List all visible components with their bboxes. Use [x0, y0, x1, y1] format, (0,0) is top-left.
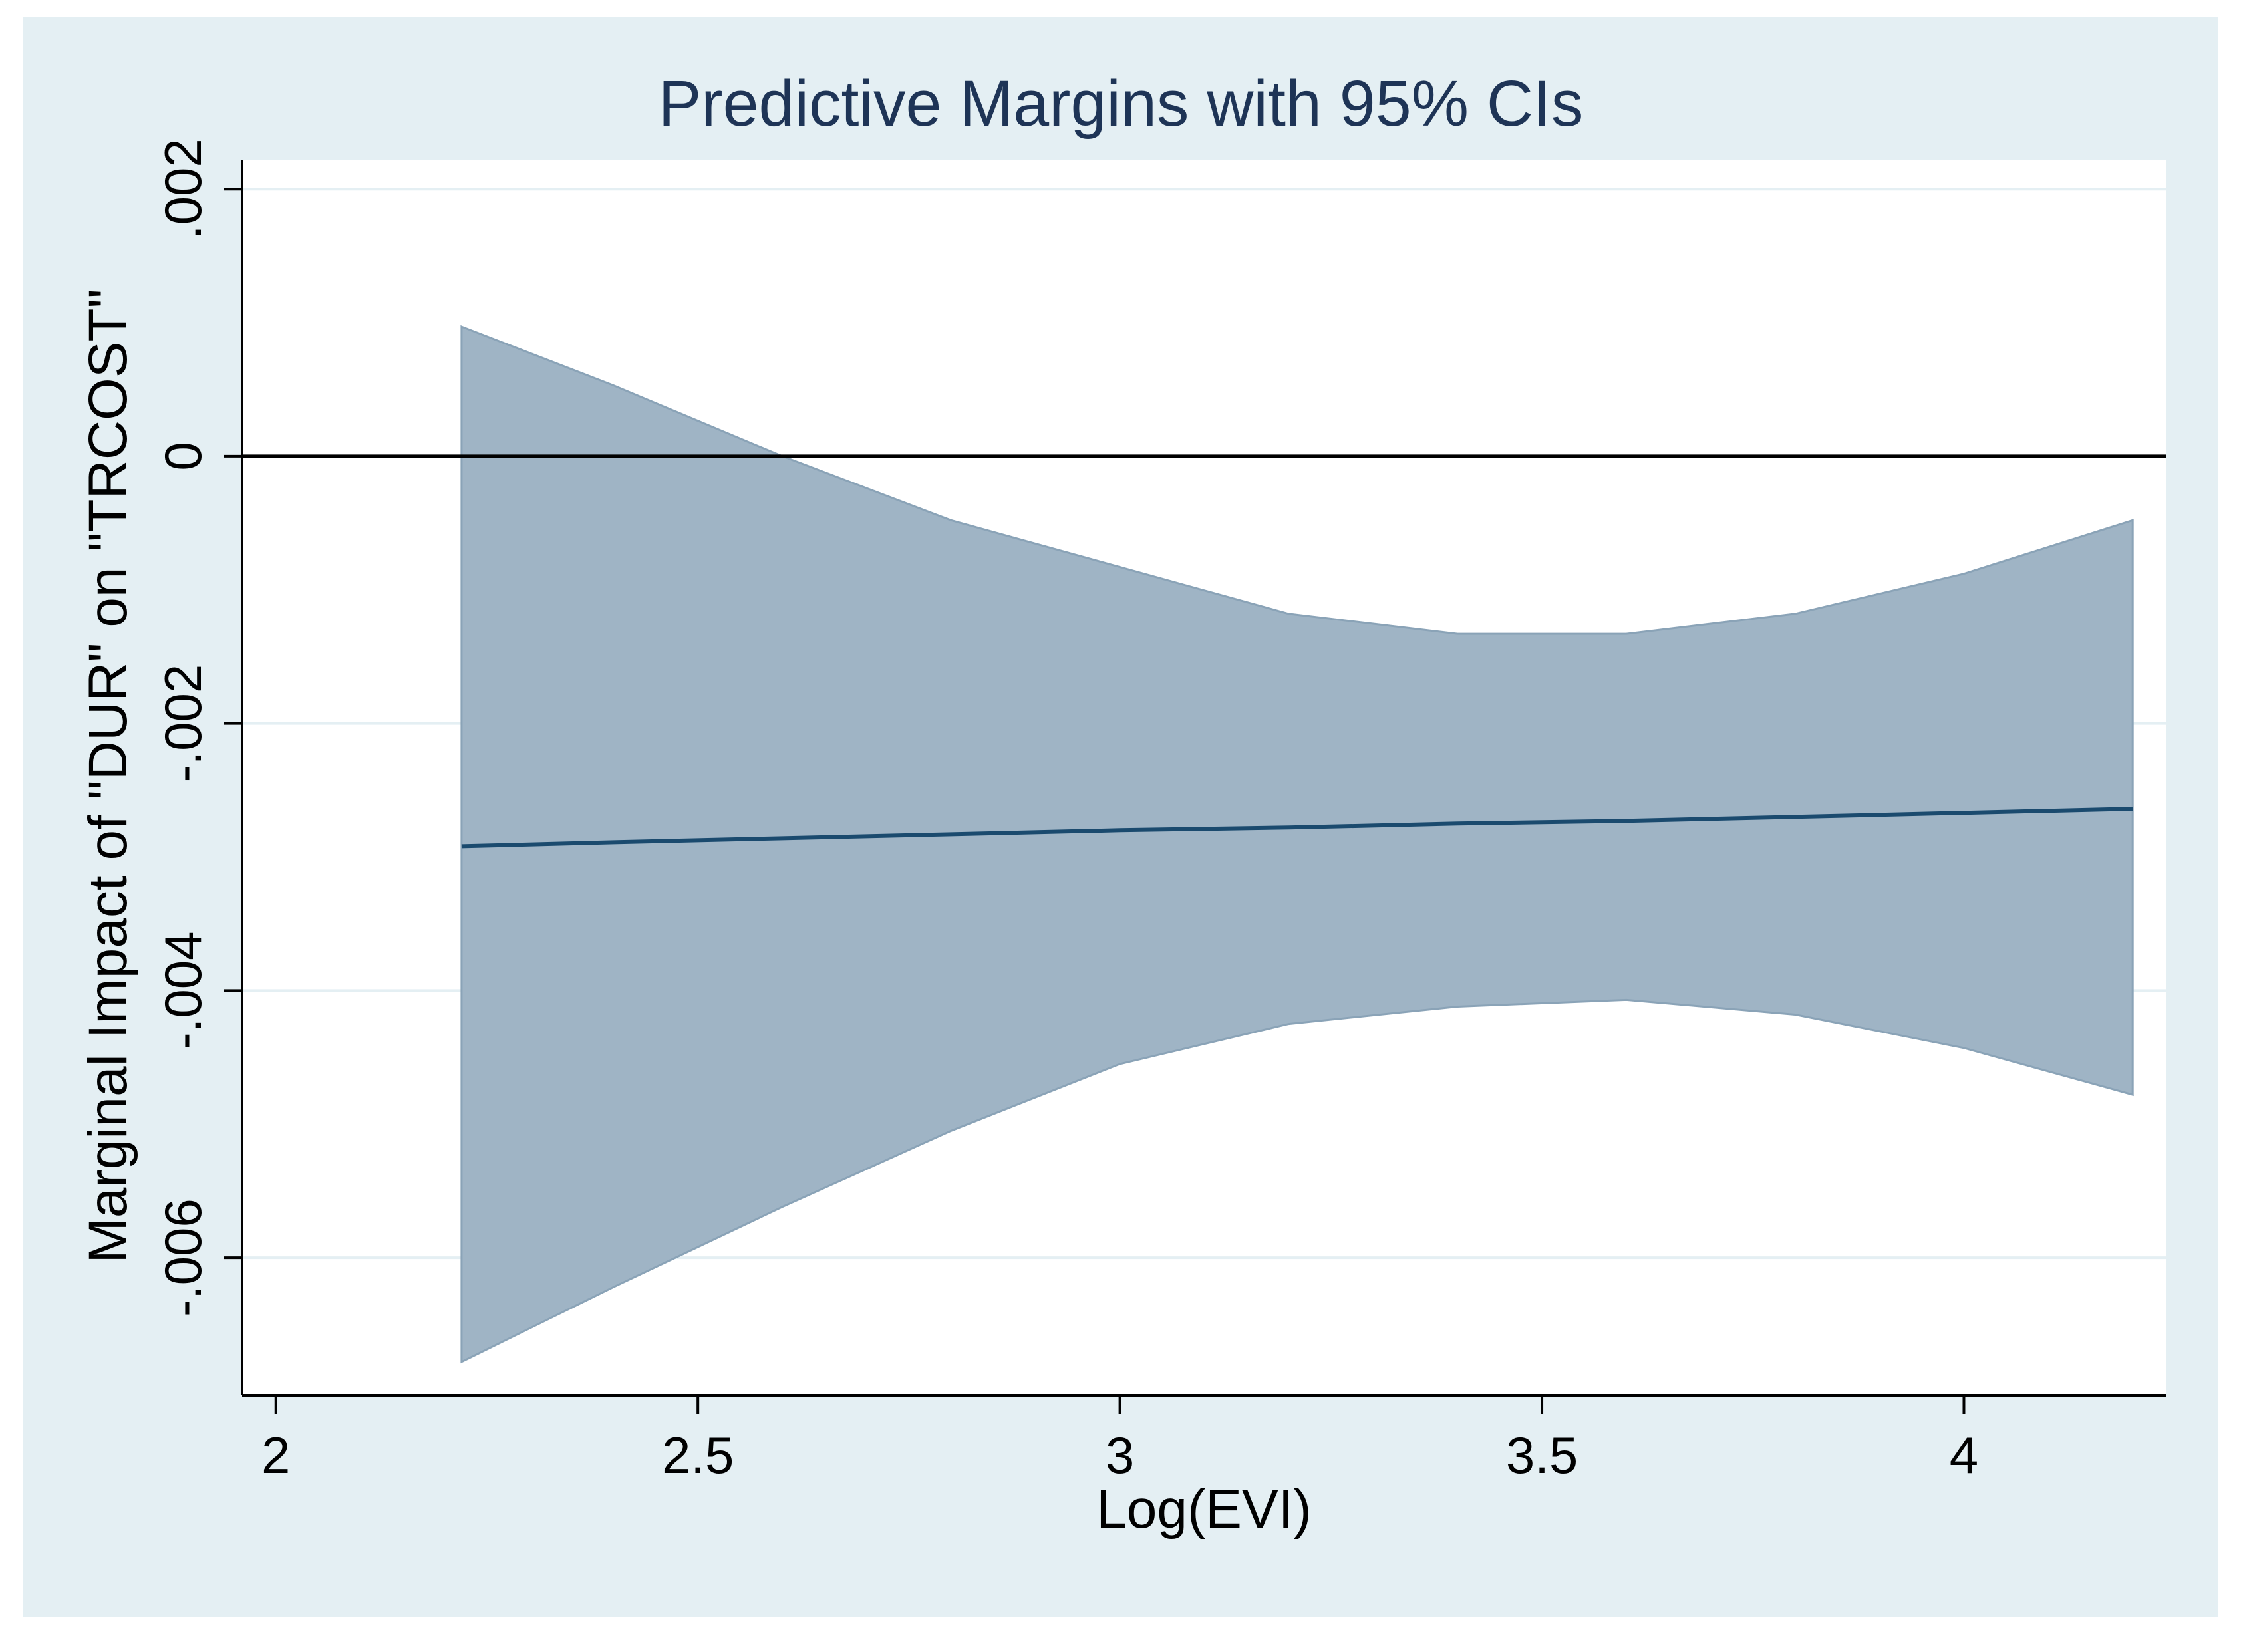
x-tick-label: 4: [1950, 1426, 1978, 1484]
y-tick-label: 0: [154, 442, 212, 470]
x-axis-label: Log(EVI): [1096, 1479, 1312, 1540]
y-tick-label: -.006: [154, 1198, 212, 1317]
y-tick-label: .002: [154, 138, 212, 239]
tick-labels: .002 0 -.002 -.004 -.006 2 2.5 3 3.5 4: [154, 138, 1978, 1484]
y-tick-label: -.002: [154, 664, 212, 783]
y-axis-label: Marginal Impact of "DUR" on "TRCOST": [78, 289, 138, 1263]
x-tick-label: 2.5: [662, 1426, 734, 1484]
axes: [224, 160, 2166, 1414]
x-tick-label: 2: [261, 1426, 290, 1484]
x-tick-label: 3.5: [1506, 1426, 1578, 1484]
ci-band: [460, 325, 2134, 1364]
chart-title: Predictive Margins with 95% CIs: [659, 67, 1584, 140]
y-tick-label: -.004: [154, 932, 212, 1050]
x-tick-label: 3: [1106, 1426, 1134, 1484]
margin-line: [461, 807, 2133, 849]
